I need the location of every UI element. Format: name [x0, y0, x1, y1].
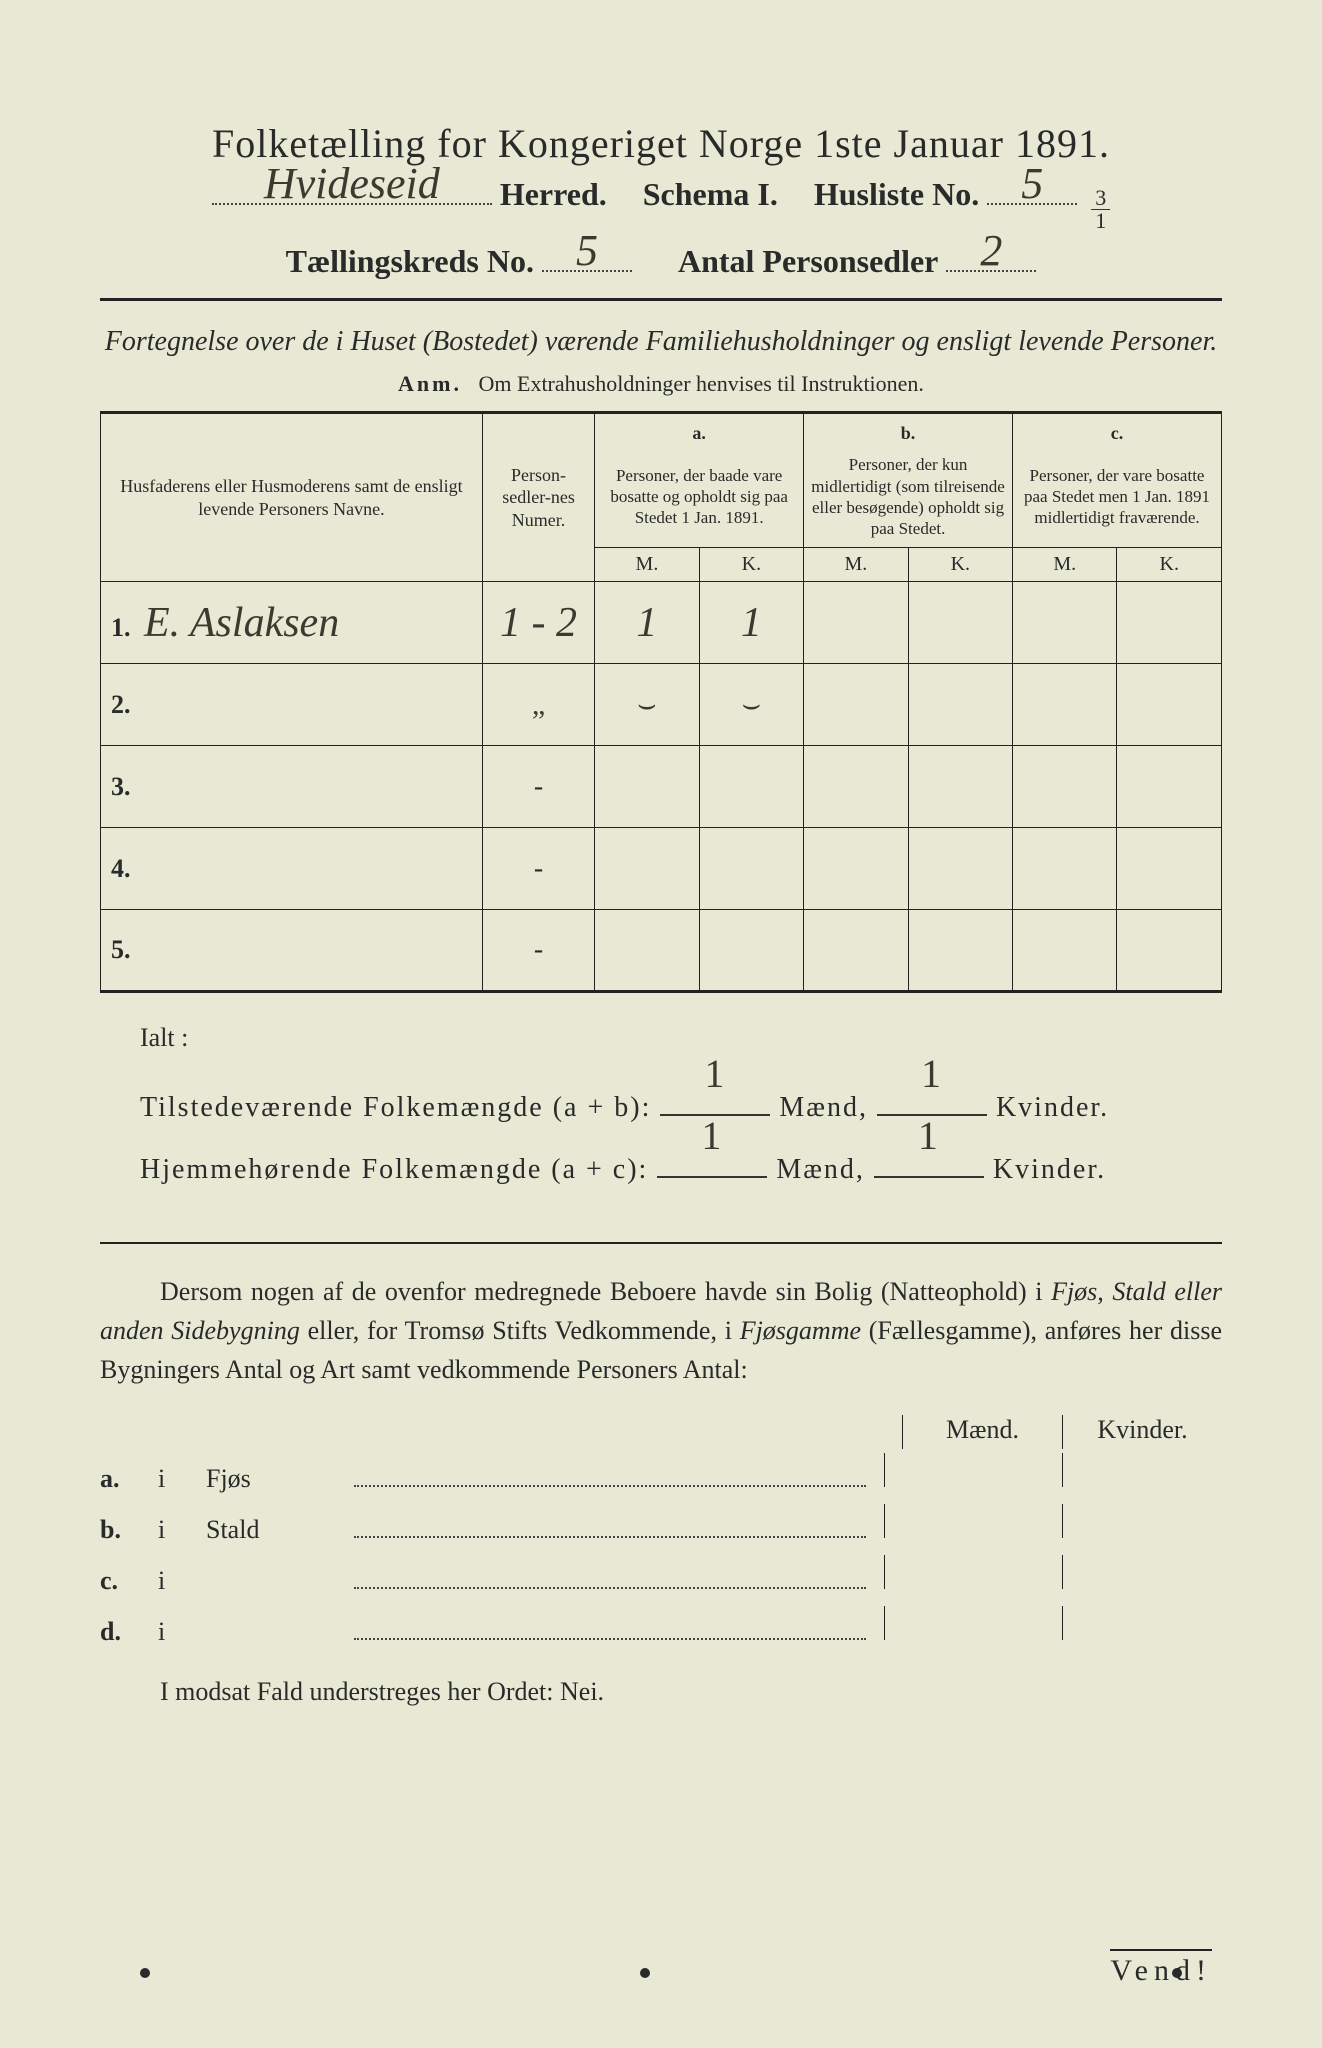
sub-cell-k [1062, 1606, 1222, 1640]
buildings-subtable: Mænd. Kvinder. a. i Fjøs b. i Stald c. i [100, 1415, 1222, 1647]
kreds-field: 5 [542, 238, 632, 272]
hole-mark [1172, 1968, 1182, 1978]
hole-mark [640, 1968, 650, 1978]
sub-row: c. i [100, 1555, 1222, 1596]
table-body: 1. E. Aslaksen 1 - 2 1 1 2. „ ⌣ ⌣ 3. - [101, 582, 1222, 992]
subtitle: Fortegnelse over de i Huset (Bostedet) v… [100, 323, 1222, 361]
frac-top: 3 [1091, 187, 1110, 210]
husliste-field: 5 [987, 171, 1077, 205]
dotted-line [354, 1622, 866, 1640]
census-form-page: Folketælling for Kongeriget Norge 1ste J… [0, 0, 1322, 2048]
group-c-letter: c. [1013, 412, 1222, 446]
dotted-line [354, 1469, 866, 1487]
sub-row: d. i [100, 1606, 1222, 1647]
husliste-fraction: 3 1 [1091, 187, 1110, 232]
hole-mark [140, 1968, 150, 1978]
nei-line: I modsat Fald understreges her Ordet: Ne… [100, 1677, 1222, 1707]
a-k: K. [699, 548, 803, 582]
total-ac-k: 1 [874, 1150, 984, 1178]
husliste-label: Husliste No. [814, 176, 979, 213]
total-ac-m: 1 [657, 1150, 767, 1178]
dotted-line [354, 1520, 866, 1538]
totals-line-2: Hjemmehørende Folkemængde (a + c): 1 Mæn… [140, 1139, 1222, 1201]
table-row: 2. „ ⌣ ⌣ [101, 664, 1222, 746]
sub-cell-k [1062, 1555, 1222, 1589]
divider-1 [100, 298, 1222, 301]
schema-label: Schema I. [643, 176, 778, 213]
a-m: M. [595, 548, 699, 582]
b-m: M. [804, 548, 908, 582]
sub-cell-m [884, 1504, 1044, 1538]
group-c-header: Personer, der vare bosatte paa Stedet me… [1013, 446, 1222, 548]
sub-cell-m [884, 1555, 1044, 1589]
sub-cell-k [1062, 1453, 1222, 1487]
sub-row: a. i Fjøs [100, 1453, 1222, 1494]
group-a-header: Personer, der baade vare bosatte og opho… [595, 446, 804, 548]
husliste-value: 5 [987, 158, 1077, 209]
kreds-value: 5 [542, 225, 632, 276]
c-k: K. [1117, 548, 1222, 582]
paragraph: Dersom nogen af de ovenfor medregnede Be… [100, 1272, 1222, 1389]
group-a-letter: a. [595, 412, 804, 446]
totals-block: Tilstedeværende Folkemængde (a + b): 1 M… [100, 1077, 1222, 1200]
antal-field: 2 [946, 238, 1036, 272]
sub-h-kvinder: Kvinder. [1062, 1415, 1222, 1449]
antal-value: 2 [946, 225, 1036, 276]
group-b-header: Personer, der kun midlertidigt (som tilr… [804, 446, 1013, 548]
anm-text: Om Extrahusholdninger henvises til Instr… [479, 371, 924, 396]
sub-cell-m [884, 1453, 1044, 1487]
col-names-header: Husfaderens eller Husmoderens samt de en… [101, 412, 483, 582]
sub-row: b. i Stald [100, 1504, 1222, 1545]
main-table: Husfaderens eller Husmoderens samt de en… [100, 411, 1222, 994]
b-k: K. [908, 548, 1012, 582]
dotted-line [354, 1571, 866, 1589]
group-b-letter: b. [804, 412, 1013, 446]
table-row: 3. - [101, 746, 1222, 828]
anm-line: Anm. Om Extrahusholdninger henvises til … [100, 371, 1222, 397]
kreds-label: Tællingskreds No. [286, 243, 534, 280]
table-row: 1. E. Aslaksen 1 - 2 1 1 [101, 582, 1222, 664]
header-row-2: Tællingskreds No. 5 Antal Personsedler 2 [100, 238, 1222, 280]
herred-value: Hvideseid [212, 158, 492, 209]
vend-label: Vend! [1110, 1949, 1212, 1988]
table-row: 5. - [101, 910, 1222, 992]
sub-h-maend: Mænd. [902, 1415, 1062, 1449]
herred-field: Hvideseid [212, 171, 492, 205]
sub-cell-m [884, 1606, 1044, 1640]
header-row-1: Hvideseid Herred. Schema I. Husliste No.… [100, 171, 1222, 232]
table-row: 4. - [101, 828, 1222, 910]
anm-label: Anm. [398, 371, 462, 396]
frac-bot: 1 [1095, 210, 1106, 232]
col-numer-header: Person-sedler-nes Numer. [482, 412, 594, 582]
c-m: M. [1013, 548, 1117, 582]
antal-label: Antal Personsedler [678, 243, 938, 280]
herred-label: Herred. [500, 176, 607, 213]
subtable-headers: Mænd. Kvinder. [100, 1415, 1222, 1449]
sub-cell-k [1062, 1504, 1222, 1538]
divider-2 [100, 1242, 1222, 1244]
